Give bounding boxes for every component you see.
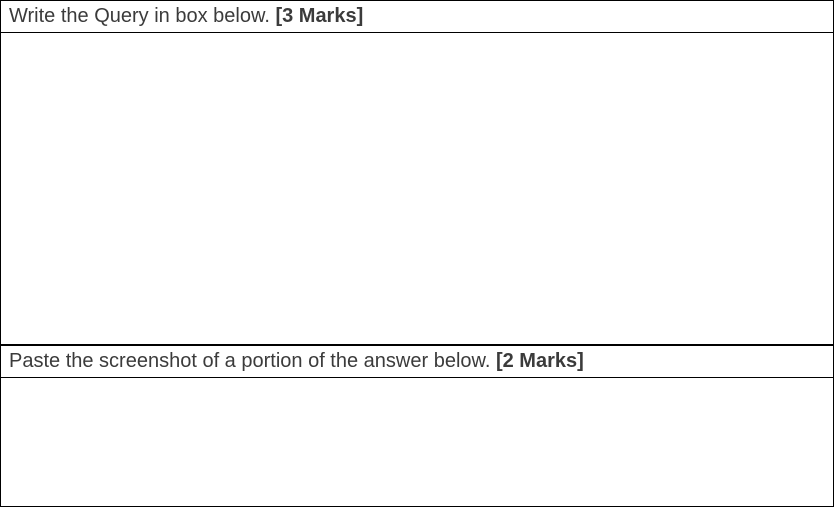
- query-section: Write the Query in box below. [3 Marks]: [0, 0, 834, 345]
- query-answer-row: [1, 33, 834, 345]
- screenshot-section: Paste the screenshot of a portion of the…: [0, 345, 834, 507]
- screenshot-header-cell: Paste the screenshot of a portion of the…: [1, 346, 834, 378]
- screenshot-answer-row: [1, 378, 834, 507]
- screenshot-marks-text: [2 Marks]: [496, 350, 584, 372]
- query-prompt-text: Write the Query in box below.: [9, 5, 275, 27]
- screenshot-header-row: Paste the screenshot of a portion of the…: [1, 346, 834, 378]
- query-answer-box[interactable]: [1, 33, 834, 345]
- query-marks-text: [3 Marks]: [275, 5, 363, 27]
- query-header-cell: Write the Query in box below. [3 Marks]: [1, 1, 834, 33]
- screenshot-prompt-text: Paste the screenshot of a portion of the…: [9, 350, 496, 372]
- query-header-row: Write the Query in box below. [3 Marks]: [1, 1, 834, 33]
- screenshot-answer-box[interactable]: [1, 378, 834, 507]
